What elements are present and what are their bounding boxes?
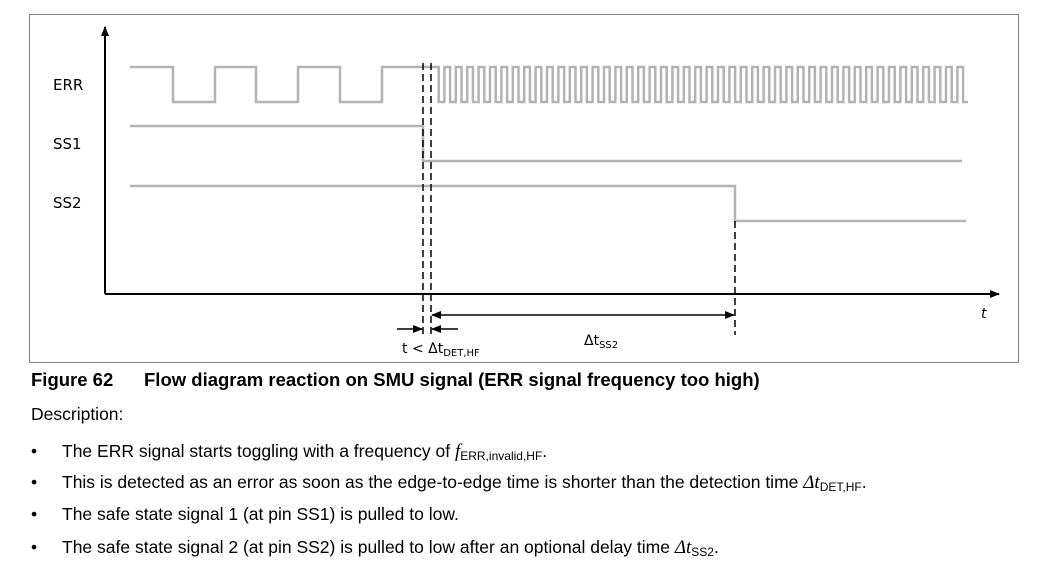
description-bullet: • The safe state signal 1 (at pin SS1) is… — [31, 504, 459, 525]
figure-number: Figure 62 — [31, 369, 114, 390]
bullet-marker: • — [31, 441, 38, 461]
detection-time-label: t < ΔtDET,HF — [402, 341, 480, 359]
description-bullet: • This is detected as an error as soon as… — [31, 472, 867, 494]
bullet-marker: • — [31, 537, 38, 557]
err-waveform — [130, 65, 968, 104]
bullet-text: The safe state signal 1 (at pin SS1) is … — [62, 504, 459, 524]
bullet-end: . — [542, 441, 548, 461]
delta-t-symbol: Δt — [674, 537, 692, 558]
description-heading: Description: — [31, 404, 124, 424]
delta-t-symbol: Δt — [803, 472, 820, 493]
figure-caption: Figure 62 Flow diagram reaction on SMU si… — [31, 369, 760, 391]
signal-label-err: ERR — [53, 76, 83, 94]
description-bullet: • The ERR signal starts toggling with a f… — [31, 441, 547, 463]
bullet-marker: • — [31, 504, 38, 524]
ss1-waveform — [130, 124, 962, 163]
figure-title: Flow diagram reaction on SMU signal (ERR… — [144, 369, 760, 390]
signal-label-ss1: SS1 — [53, 135, 82, 153]
bullet-text: The ERR signal starts toggling with a fr… — [62, 441, 455, 461]
frequency-symbol: f — [454, 441, 461, 462]
bullet-end: . — [861, 472, 867, 492]
bullet-marker: • — [31, 472, 38, 492]
bullet-text: The safe state signal 2 (at pin SS2) is … — [62, 537, 675, 557]
ss2-delay-label: ΔtSS2 — [584, 333, 618, 351]
signal-label-ss2: SS2 — [53, 194, 82, 212]
detection-subscript: DET,HF — [819, 480, 862, 494]
err-waveform-line — [130, 65, 968, 104]
frequency-subscript: ERR,invalid,HF — [460, 449, 543, 463]
bullet-text: This is detected as an error as soon as … — [62, 472, 804, 492]
delay-subscript: SS2 — [691, 545, 714, 559]
timing-diagram: t ERR SS1 SS2 t < ΔtDET,HF ΔtSS2 — [53, 26, 1000, 359]
timing-diagram-frame: t ERR SS1 SS2 t < ΔtDET,HF ΔtSS2 — [29, 14, 1019, 363]
bullet-end: . — [713, 537, 719, 557]
description-bullet: • The safe state signal 2 (at pin SS2) is… — [31, 537, 719, 559]
ss2-waveform — [130, 184, 966, 223]
time-axis-label: t — [981, 306, 987, 322]
